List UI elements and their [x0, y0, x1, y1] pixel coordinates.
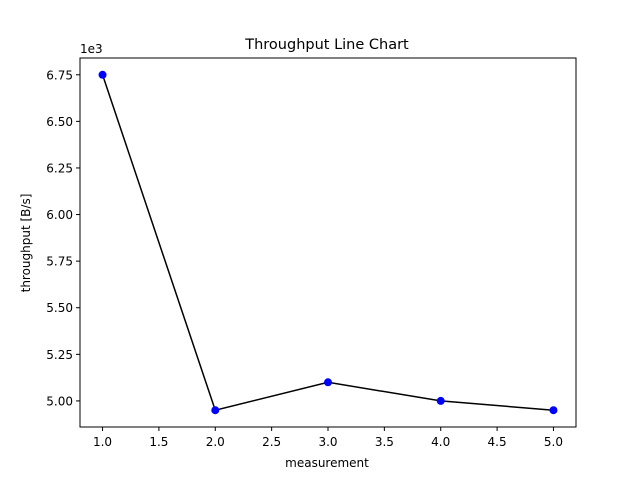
y-tick-label: 5.50	[46, 301, 73, 315]
x-tick-label: 5.0	[544, 435, 563, 449]
chart-title: Throughput Line Chart	[244, 37, 409, 53]
y-tick-label: 6.25	[46, 161, 73, 175]
y-tick-label: 5.25	[46, 348, 73, 362]
y-offset-label: 1e3	[80, 42, 103, 56]
data-point	[98, 70, 107, 79]
plot-frame	[79, 57, 577, 428]
series-line	[101, 74, 554, 412]
x-tick-label: 2.0	[206, 435, 225, 449]
x-tick-label: 3.0	[318, 435, 337, 449]
x-tick-label: 1.0	[93, 435, 112, 449]
series-layer	[98, 70, 558, 415]
y-tick-label: 6.00	[46, 208, 73, 222]
data-point	[549, 406, 558, 415]
x-tick-label: 4.5	[488, 435, 507, 449]
y-ticks: 5.00 5.25 5.50 5.75 6.00 6.25 6.50 6.75	[46, 68, 80, 408]
x-axis-label: measurement	[285, 456, 369, 470]
x-tick-label: 3.5	[375, 435, 394, 449]
x-tick-label: 4.0	[431, 435, 450, 449]
data-point	[324, 378, 332, 387]
y-axis-label: throughput [B/s]	[19, 194, 33, 293]
x-ticks: 1.0 1.5 2.0 2.5 3.0 3.5 4.0 4.5 5.0	[93, 427, 563, 449]
x-tick-label: 2.5	[262, 435, 281, 449]
y-tick-label: 6.50	[46, 115, 73, 129]
y-tick-label: 6.75	[46, 68, 73, 82]
y-tick-label: 5.75	[46, 255, 73, 269]
data-point	[436, 396, 445, 405]
data-point	[211, 406, 220, 415]
x-tick-label: 1.5	[149, 435, 168, 449]
y-tick-label: 5.00	[46, 394, 73, 408]
